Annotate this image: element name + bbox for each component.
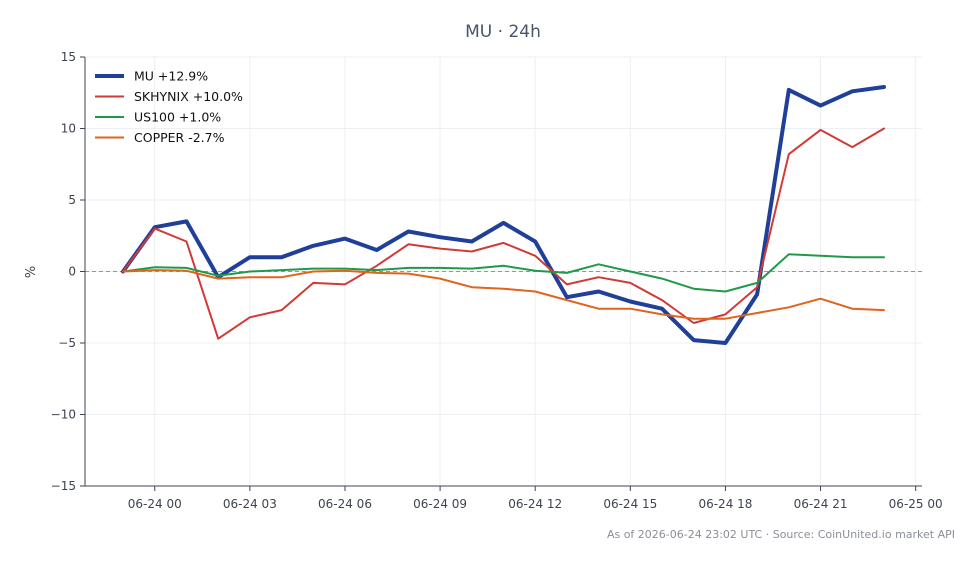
y-tick-label: −15 bbox=[51, 479, 76, 493]
x-tick-label: 06-25 00 bbox=[889, 497, 943, 511]
x-axis-ticks: 06-24 00 06-24 03 06-24 06 06-24 09 06-24 12… bbox=[128, 486, 943, 511]
y-tick-label: 0 bbox=[68, 265, 76, 279]
y-tick-label: −10 bbox=[51, 408, 76, 422]
x-tick-label: 06-24 09 bbox=[413, 497, 467, 511]
series-layer bbox=[121, 85, 886, 345]
y-axis-ticks: 15 10 5 0 −5 −10 −15 bbox=[51, 50, 85, 493]
legend: MU +12.9% SKHYNIX +10.0% US100 +1.0% COPPER… bbox=[95, 69, 243, 145]
legend-label: US100 +1.0% bbox=[134, 110, 221, 125]
series-line-1 bbox=[121, 85, 886, 345]
y-tick-label: 10 bbox=[61, 122, 76, 136]
x-tick-label: 06-24 18 bbox=[698, 497, 752, 511]
series-line-2 bbox=[122, 127, 885, 340]
chart-title: MU · 24h bbox=[465, 22, 541, 42]
y-tick-label: 5 bbox=[68, 193, 76, 207]
x-tick-label: 06-24 12 bbox=[508, 497, 562, 511]
legend-label: SKHYNIX +10.0% bbox=[134, 89, 243, 104]
x-tick-label: 06-24 15 bbox=[603, 497, 657, 511]
legend-label: COPPER -2.7% bbox=[134, 130, 225, 145]
x-tick-label: 06-24 00 bbox=[128, 497, 182, 511]
y-tick-label: −5 bbox=[58, 336, 76, 350]
series-line-3 bbox=[122, 253, 885, 293]
series-line-4 bbox=[122, 269, 885, 320]
x-tick-label: 06-24 06 bbox=[318, 497, 372, 511]
x-tick-label: 06-24 21 bbox=[794, 497, 848, 511]
source-footer: As of 2026-06-24 23:02 UTC · Source: Coi… bbox=[607, 528, 955, 541]
legend-label: MU +12.9% bbox=[134, 69, 208, 84]
x-tick-label: 06-24 03 bbox=[223, 497, 277, 511]
y-axis-label: % bbox=[24, 266, 39, 278]
y-tick-label: 15 bbox=[61, 50, 76, 64]
